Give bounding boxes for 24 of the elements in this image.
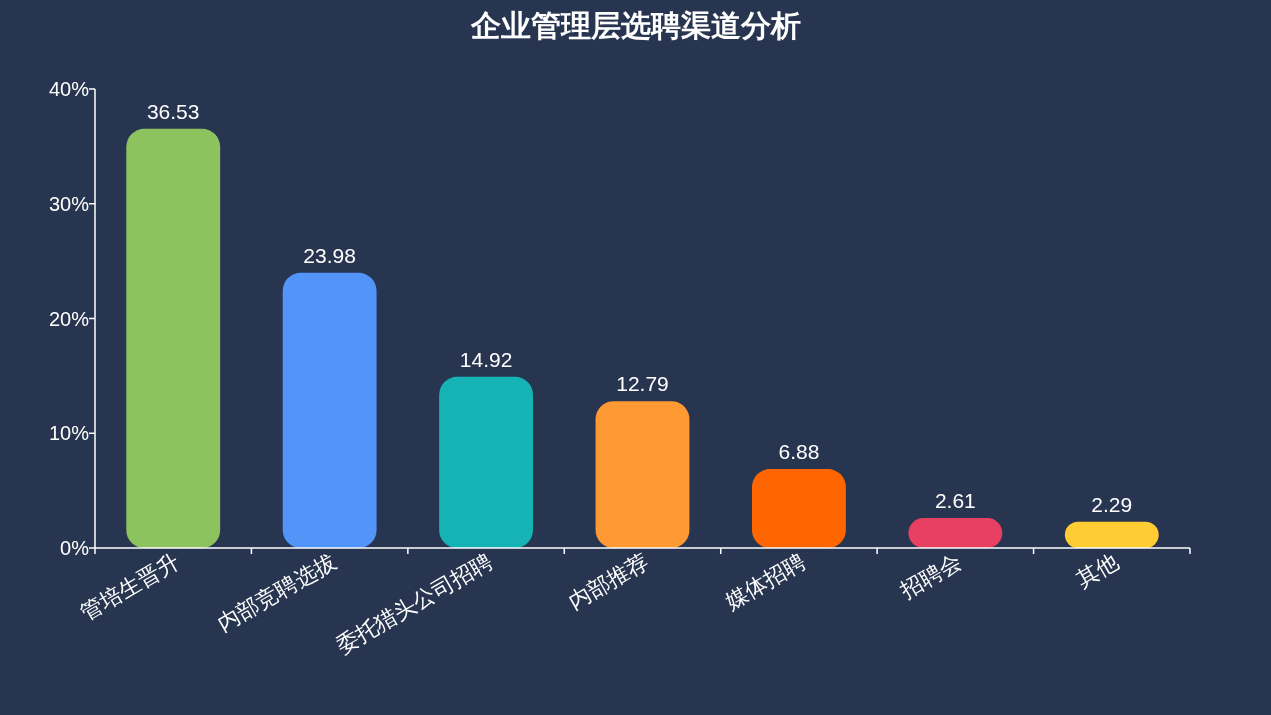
bar: [595, 401, 690, 548]
x-tick-label: 媒体招聘: [720, 548, 810, 615]
y-tick-label: 0%: [60, 537, 90, 559]
bar: [752, 469, 846, 548]
data-label: 6.88: [778, 440, 820, 464]
bar: [439, 376, 533, 548]
bar: [282, 272, 377, 548]
chart-title: 企业管理层选聘渠道分析: [469, 9, 801, 42]
data-label: 2.29: [1091, 492, 1133, 516]
y-tick-label: 10%: [48, 422, 90, 445]
x-tick-label: 招聘会: [895, 548, 966, 604]
y-tick-label: 30%: [48, 192, 90, 215]
data-label: 36.53: [146, 99, 200, 123]
data-label: 14.92: [459, 347, 513, 371]
y-tick-label: 40%: [48, 78, 90, 100]
x-tick-label: 内部推荐: [564, 548, 653, 615]
data-label: 23.98: [303, 243, 356, 267]
y-tick-label: 20%: [48, 307, 90, 330]
data-label: 12.79: [616, 372, 669, 396]
bar: [908, 518, 1003, 548]
bar: [1064, 521, 1159, 548]
bar: [126, 128, 221, 548]
data-label: 2.61: [934, 489, 976, 513]
x-tick-label: 其他: [1071, 548, 1123, 593]
